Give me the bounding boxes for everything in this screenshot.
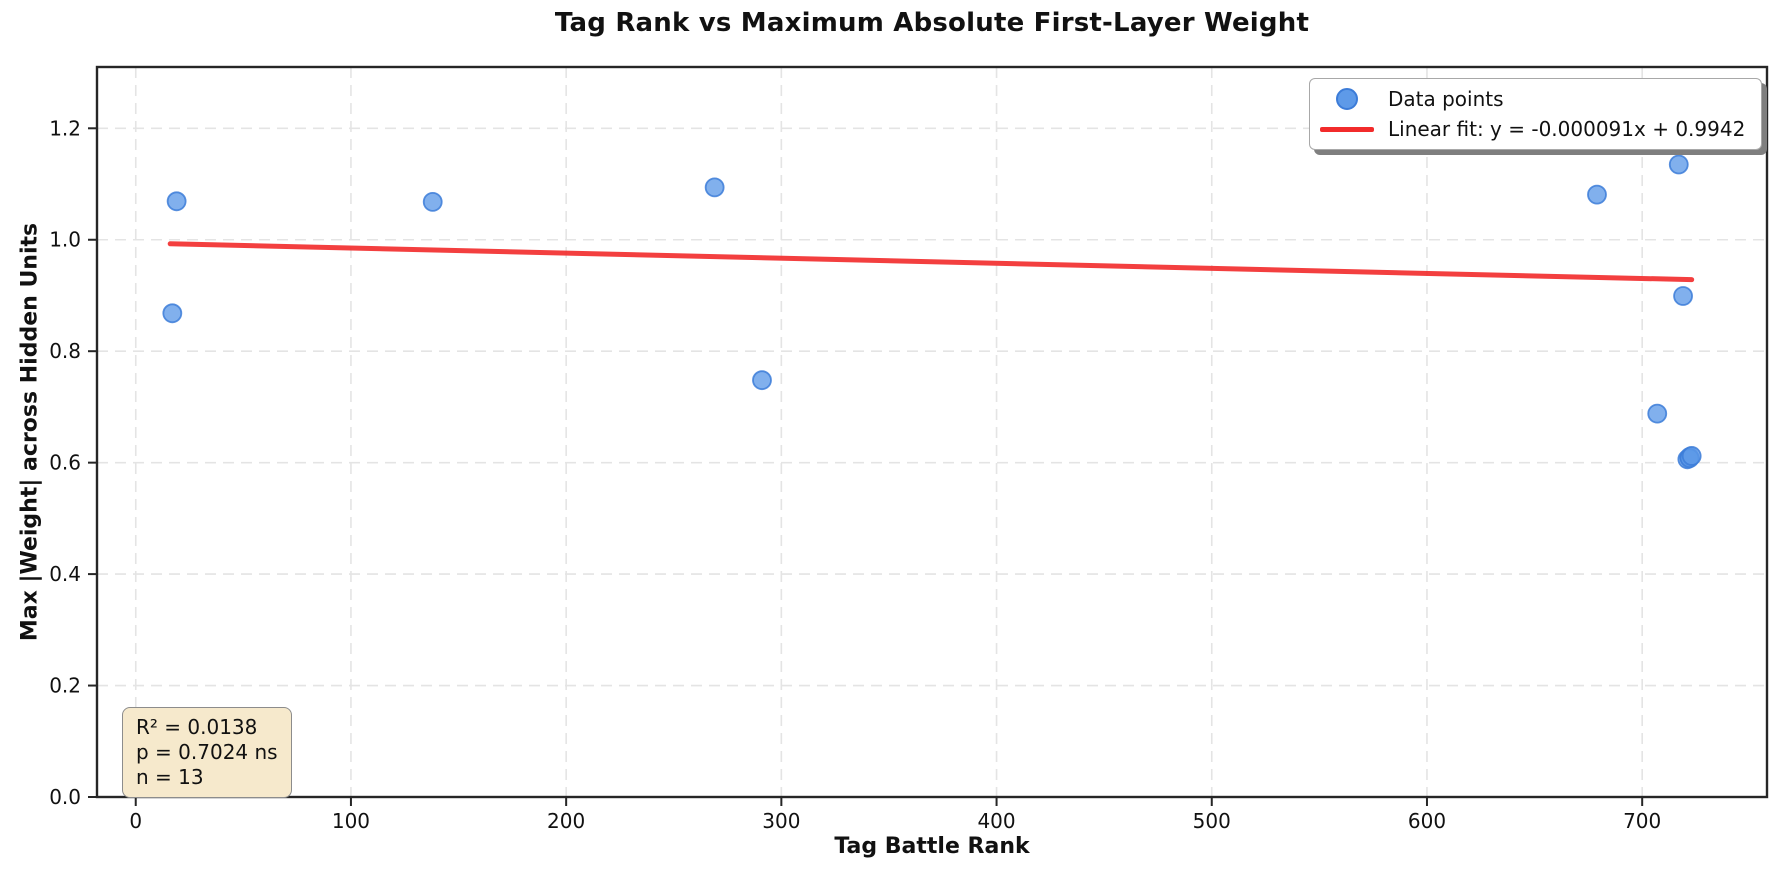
- x-tick-label: 600: [1408, 809, 1446, 833]
- y-tick-label: 0.4: [49, 562, 81, 586]
- annotation-r-squared: R² = 0.0138: [136, 715, 258, 739]
- y-tick-label: 0.0: [49, 785, 81, 809]
- data-point: [752, 370, 772, 391]
- data-point: [162, 303, 183, 324]
- data-point: [1587, 184, 1607, 205]
- fit-line-marker-icon: [1320, 126, 1374, 132]
- annotation-p-value: p = 0.7024 ns: [136, 740, 278, 764]
- y-tick-label: 0.6: [49, 451, 81, 475]
- plot-border: [95, 65, 1769, 799]
- data-point: [704, 177, 725, 198]
- x-axis-label: Tag Battle Rank: [834, 834, 1030, 859]
- x-tick-label: 0: [129, 809, 142, 833]
- legend-label: Linear fit: y = -0.000091x + 0.9942: [1388, 117, 1746, 141]
- scatter-marker-icon: [1336, 88, 1358, 110]
- x-tick-label: 100: [332, 809, 370, 833]
- data-point: [1681, 446, 1702, 466]
- x-tick-label: 500: [1193, 809, 1231, 833]
- y-tick-label: 1.2: [49, 116, 81, 140]
- chart-title: Tag Rank vs Maximum Absolute First-Layer…: [554, 8, 1310, 38]
- data-point: [422, 191, 443, 212]
- data-point: [1647, 403, 1668, 424]
- legend-item-linear-fit: Linear fit: y = -0.000091x + 0.9942: [1318, 115, 1745, 143]
- x-tick-label: 700: [1623, 809, 1661, 833]
- x-tick-label: 300: [762, 809, 800, 833]
- data-point: [1673, 286, 1693, 306]
- x-tick-label: 200: [547, 809, 585, 833]
- data-point: [1668, 154, 1689, 175]
- y-tick-label: 1.0: [49, 228, 81, 252]
- legend-item-data-points: Data points: [1318, 85, 1745, 113]
- legend-label: Data points: [1388, 87, 1504, 111]
- stats-annotation: R² = 0.0138 p = 0.7024 ns n = 13: [122, 707, 292, 798]
- data-point: [166, 191, 187, 212]
- y-tick-label: 0.2: [49, 674, 81, 698]
- y-tick-label: 0.8: [49, 339, 81, 363]
- fit-line: [167, 241, 1695, 283]
- x-tick-label: 400: [977, 809, 1015, 833]
- annotation-n: n = 13: [136, 765, 204, 789]
- legend: Data points Linear fit: y = -0.000091x +…: [1309, 78, 1763, 150]
